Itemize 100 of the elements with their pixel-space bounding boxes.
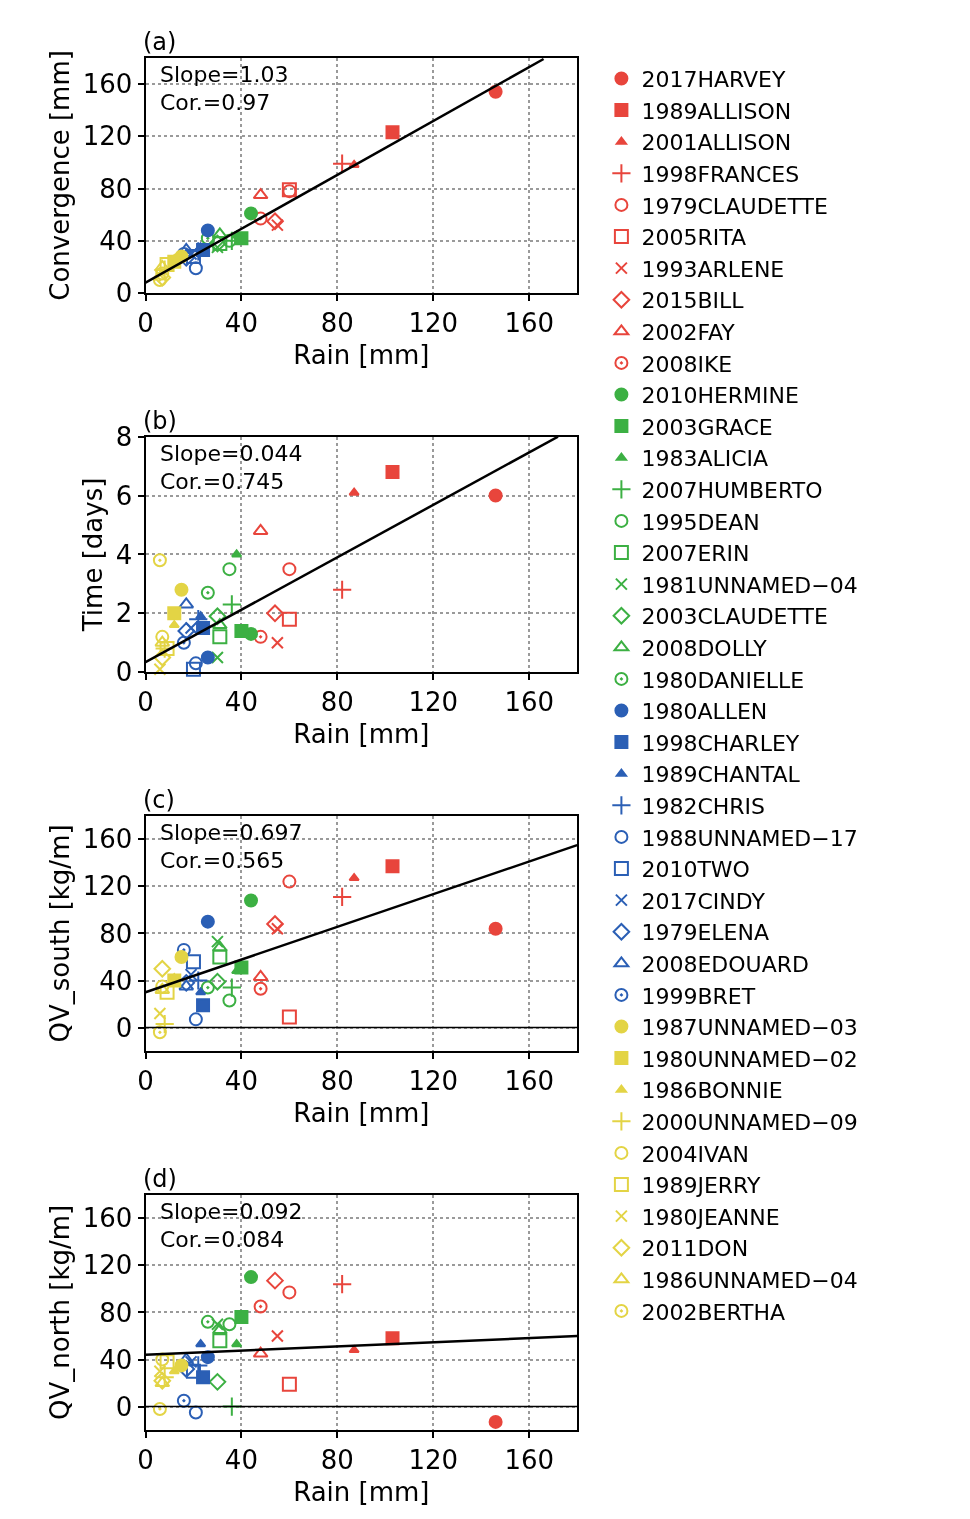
annotation: Slope=0.697 xyxy=(160,820,303,845)
y-tick-label: 0 xyxy=(115,657,133,688)
y-tick-label: 2 xyxy=(115,598,133,629)
x-tick-label: 40 xyxy=(224,1445,258,1476)
legend-label: 2003CLAUDETTE xyxy=(641,604,828,630)
legend-label: 2001ALLISON xyxy=(641,130,792,156)
y-tick-label: 120 xyxy=(82,1250,133,1281)
x-tick-label: 0 xyxy=(137,1445,154,1476)
y-tick-label: 80 xyxy=(99,918,133,949)
x-tick-label: 0 xyxy=(137,687,154,718)
y-axis-title: QV_north [kg/m] xyxy=(44,1204,75,1421)
y-tick-label: 0 xyxy=(115,278,133,309)
y-tick-label: 6 xyxy=(115,480,133,511)
y-tick-label: 120 xyxy=(82,871,133,902)
legend-label: 1980DANIELLE xyxy=(641,667,805,693)
legend-label: 2010TWO xyxy=(641,857,750,883)
legend-label: 1986BONNIE xyxy=(641,1078,783,1104)
legend-label: 1983ALICIA xyxy=(641,446,769,472)
x-axis-title: Rain [mm] xyxy=(293,339,430,370)
y-tick-label: 4 xyxy=(115,539,133,570)
y-tick-label: 0 xyxy=(115,1391,133,1422)
legend-label: 1979CLAUDETTE xyxy=(641,193,828,219)
legend-label: 2004IVAN xyxy=(641,1141,750,1167)
legend-label: 2011DON xyxy=(641,1236,749,1262)
chart-title: (c) xyxy=(143,786,175,814)
x-axis-title: Rain [mm] xyxy=(293,1097,430,1128)
x-tick-label: 0 xyxy=(137,1066,154,1097)
annotation: Cor.=0.97 xyxy=(160,90,271,115)
annotation: Slope=0.092 xyxy=(160,1199,303,1224)
legend-label: 1989CHANTAL xyxy=(641,762,801,788)
legend-label: 1987UNNAMED−03 xyxy=(641,1015,858,1041)
x-tick-label: 80 xyxy=(320,1066,354,1097)
legend-label: 1980ALLEN xyxy=(641,699,768,725)
legend-label: 2015BILL xyxy=(641,288,745,314)
x-tick-label: 120 xyxy=(408,308,459,339)
legend-label: 1999BRET xyxy=(641,983,756,1009)
x-tick-label: 120 xyxy=(408,687,459,718)
x-tick-label: 40 xyxy=(224,1066,258,1097)
x-tick-label: 80 xyxy=(320,308,354,339)
y-axis-title: Convergence [mm] xyxy=(44,50,75,301)
legend-label: 1989JERRY xyxy=(641,1173,761,1199)
legend-label: 2007HUMBERTO xyxy=(641,477,823,503)
legend-label: 1979ELENA xyxy=(641,920,769,946)
x-tick-label: 160 xyxy=(504,308,555,339)
legend-label: 2008IKE xyxy=(641,351,733,377)
legend-label: 1980JEANNE xyxy=(641,1204,780,1230)
x-tick-label: 80 xyxy=(320,687,354,718)
legend-label: 2010HERMINE xyxy=(641,383,799,409)
y-tick-label: 160 xyxy=(82,824,133,855)
legend-label: 2000UNNAMED−09 xyxy=(641,1109,858,1135)
chart-title: (a) xyxy=(143,28,177,56)
chart-title: (d) xyxy=(143,1165,177,1193)
annotation: Cor.=0.084 xyxy=(160,1227,285,1252)
y-tick-label: 0 xyxy=(115,1012,133,1043)
legend-label: 2017CINDY xyxy=(641,888,766,914)
legend-label: 2017HARVEY xyxy=(641,67,787,93)
x-tick-label: 160 xyxy=(504,1445,555,1476)
x-tick-label: 160 xyxy=(504,687,555,718)
y-tick-label: 120 xyxy=(82,121,133,152)
legend-label: 2003GRACE xyxy=(641,414,773,440)
x-tick-label: 40 xyxy=(224,687,258,718)
annotation: Slope=0.044 xyxy=(160,441,303,466)
x-axis-title: Rain [mm] xyxy=(293,1476,430,1507)
x-tick-label: 120 xyxy=(408,1445,459,1476)
y-tick-label: 40 xyxy=(99,1344,133,1375)
y-tick-label: 80 xyxy=(99,173,133,204)
legend-label: 2008DOLLY xyxy=(641,635,768,661)
annotation: Cor.=0.745 xyxy=(160,469,285,494)
legend-label: 1980UNNAMED−02 xyxy=(641,1046,858,1072)
y-tick-label: 40 xyxy=(99,225,133,256)
legend-label: 1998CHARLEY xyxy=(641,730,800,756)
y-tick-label: 80 xyxy=(99,1297,133,1328)
y-tick-label: 160 xyxy=(82,1203,133,1234)
legend-label: 1986UNNAMED−04 xyxy=(641,1267,858,1293)
annotation: Cor.=0.565 xyxy=(160,848,285,873)
x-tick-label: 120 xyxy=(408,1066,459,1097)
y-tick-label: 40 xyxy=(99,965,133,996)
legend-label: 2007ERIN xyxy=(641,541,750,567)
legend-label: 2002FAY xyxy=(641,319,736,345)
x-tick-label: 0 xyxy=(137,308,154,339)
y-axis-title: QV_south [kg/m] xyxy=(44,824,75,1043)
x-tick-label: 80 xyxy=(320,1445,354,1476)
legend-label: 2002BERTHA xyxy=(641,1299,786,1325)
legend-label: 1988UNNAMED−17 xyxy=(641,825,858,851)
x-tick-label: 160 xyxy=(504,1066,555,1097)
annotation: Slope=1.03 xyxy=(160,62,289,87)
y-tick-label: 8 xyxy=(115,421,133,452)
legend-label: 1995DEAN xyxy=(641,509,760,535)
legend-label: 1981UNNAMED−04 xyxy=(641,572,858,598)
x-tick-label: 40 xyxy=(224,308,258,339)
legend-label: 2005RITA xyxy=(641,225,746,251)
legend-label: 1982CHRIS xyxy=(641,793,766,819)
legend-label: 1993ARLENE xyxy=(641,256,785,282)
legend-label: 1989ALLISON xyxy=(641,98,792,124)
x-axis-title: Rain [mm] xyxy=(293,718,430,749)
legend-label: 2008EDOUARD xyxy=(641,951,809,977)
y-axis-title: Time [days] xyxy=(77,477,108,633)
chart-title: (b) xyxy=(143,407,177,435)
y-tick-label: 160 xyxy=(82,68,133,99)
legend-label: 1998FRANCES xyxy=(641,161,800,187)
